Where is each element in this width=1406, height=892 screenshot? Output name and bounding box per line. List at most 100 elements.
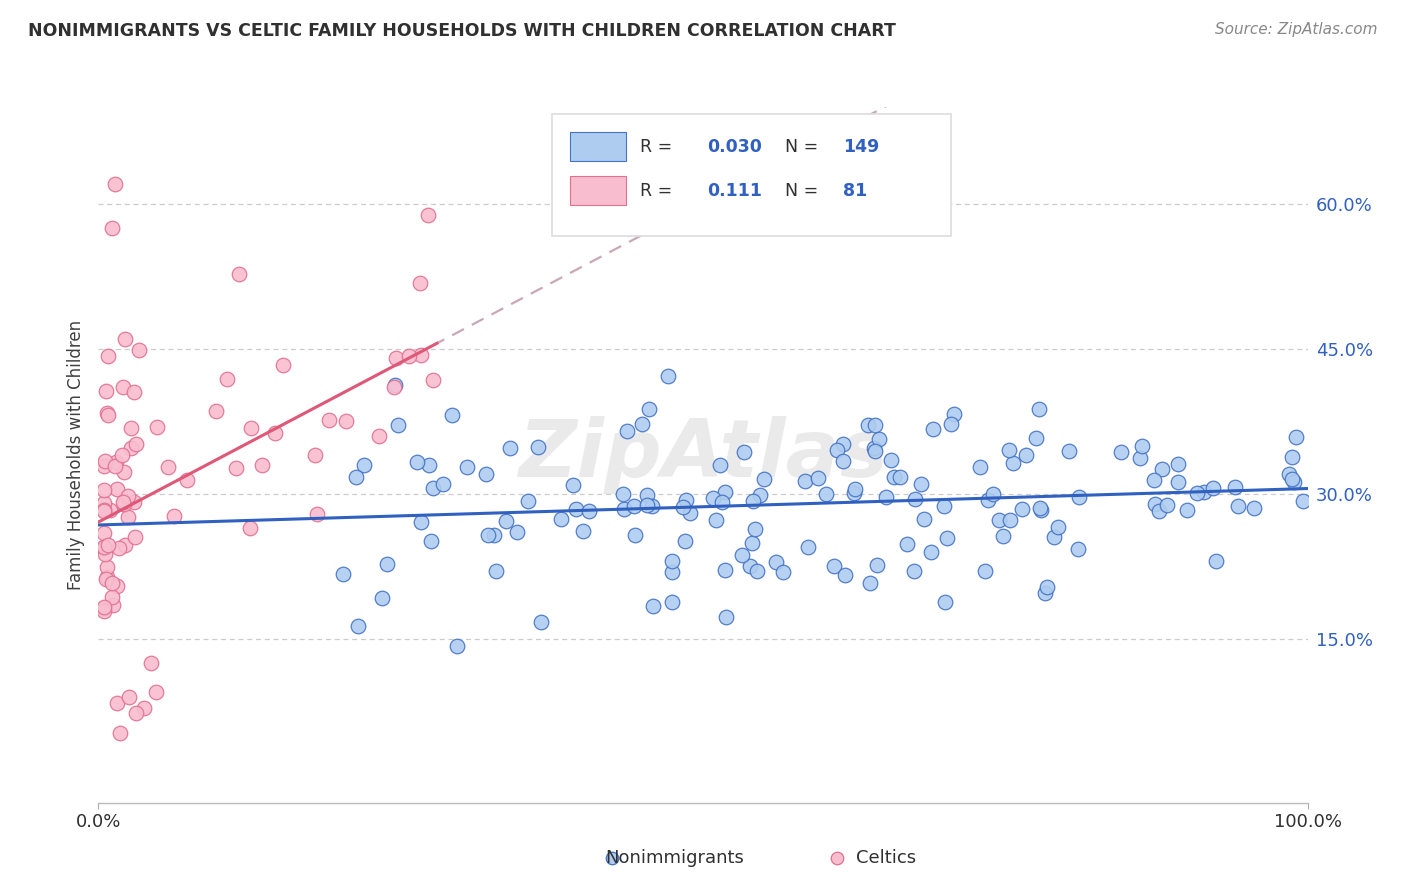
Point (772, 566, 794, 580)
Point (942, 408, 965, 422)
Point (114, 332, 136, 346)
Point (612, 487, 634, 501)
Point (844, 483, 866, 497)
Point (101, 598, 124, 612)
Point (741, 494, 763, 508)
Point (432, 476, 454, 491)
Point (93, 458, 115, 473)
Point (733, 445, 755, 459)
Point (100, 503, 122, 517)
Point (998, 442, 1021, 457)
Point (709, 458, 731, 472)
Point (252, 458, 274, 472)
Point (1281, 472, 1303, 486)
Point (641, 599, 664, 613)
Point (122, 494, 145, 508)
Point (387, 417, 409, 432)
Point (157, 459, 180, 474)
Point (657, 369, 679, 384)
Point (1130, 439, 1153, 453)
Point (94, 548, 117, 562)
Point (104, 178, 127, 192)
Text: 0.030: 0.030 (707, 137, 762, 156)
Point (844, 486, 866, 500)
Point (832, 454, 855, 468)
Point (97, 538, 120, 552)
Text: R =: R = (640, 182, 678, 200)
Point (807, 471, 830, 485)
Point (624, 528, 647, 542)
Point (506, 524, 529, 539)
Point (305, 508, 328, 522)
Point (1067, 541, 1090, 556)
Point (111, 380, 134, 394)
Point (896, 537, 918, 551)
Point (406, 454, 429, 468)
Point (239, 521, 262, 535)
Point (475, 467, 498, 482)
Point (446, 639, 468, 653)
Point (398, 349, 420, 363)
Point (93, 526, 115, 541)
Point (105, 579, 128, 593)
Point (530, 615, 553, 629)
Point (571, 524, 593, 539)
Point (1015, 448, 1038, 462)
Point (1067, 490, 1090, 504)
Point (96, 570, 118, 584)
Point (1167, 475, 1189, 490)
Point (93, 483, 115, 497)
Point (991, 529, 1014, 543)
Point (565, 501, 588, 516)
Text: N =: N = (785, 182, 824, 200)
Point (107, 541, 129, 556)
Point (335, 414, 357, 428)
Point (217, 371, 239, 385)
Point (1025, 431, 1047, 445)
Point (1035, 586, 1057, 600)
Point (863, 417, 886, 432)
Point (228, 267, 250, 281)
Point (741, 535, 763, 549)
Text: 81: 81 (844, 182, 868, 200)
Point (1109, 444, 1132, 458)
Point (104, 458, 127, 473)
Point (661, 554, 683, 568)
Point (679, 506, 702, 520)
Point (384, 378, 406, 392)
Point (368, 429, 391, 443)
Point (117, 510, 139, 524)
Point (344, 470, 367, 484)
Point (120, 441, 142, 455)
Point (875, 491, 897, 505)
Point (825, 442, 848, 457)
Point (748, 488, 770, 502)
Point (936, 531, 959, 545)
Point (1282, 475, 1305, 489)
Point (118, 690, 141, 704)
Point (1185, 486, 1208, 500)
Point (263, 425, 285, 440)
Point (240, 420, 263, 434)
Point (134, 701, 156, 715)
Point (675, 492, 697, 507)
Point (1147, 504, 1170, 518)
Point (745, 565, 768, 579)
Point (495, 514, 517, 528)
Point (375, 557, 398, 571)
Point (422, 373, 444, 387)
Point (271, 358, 294, 372)
Point (714, 484, 737, 499)
Point (1167, 457, 1189, 471)
Point (371, 591, 394, 606)
Point (865, 443, 887, 458)
Point (114, 538, 136, 552)
Point (94, 572, 117, 586)
Point (868, 432, 890, 446)
Point (332, 566, 354, 581)
Point (125, 436, 148, 450)
Point (969, 460, 991, 475)
Point (1202, 481, 1225, 495)
Point (94, 384, 117, 398)
Text: ZipAtlas: ZipAtlas (517, 416, 889, 494)
